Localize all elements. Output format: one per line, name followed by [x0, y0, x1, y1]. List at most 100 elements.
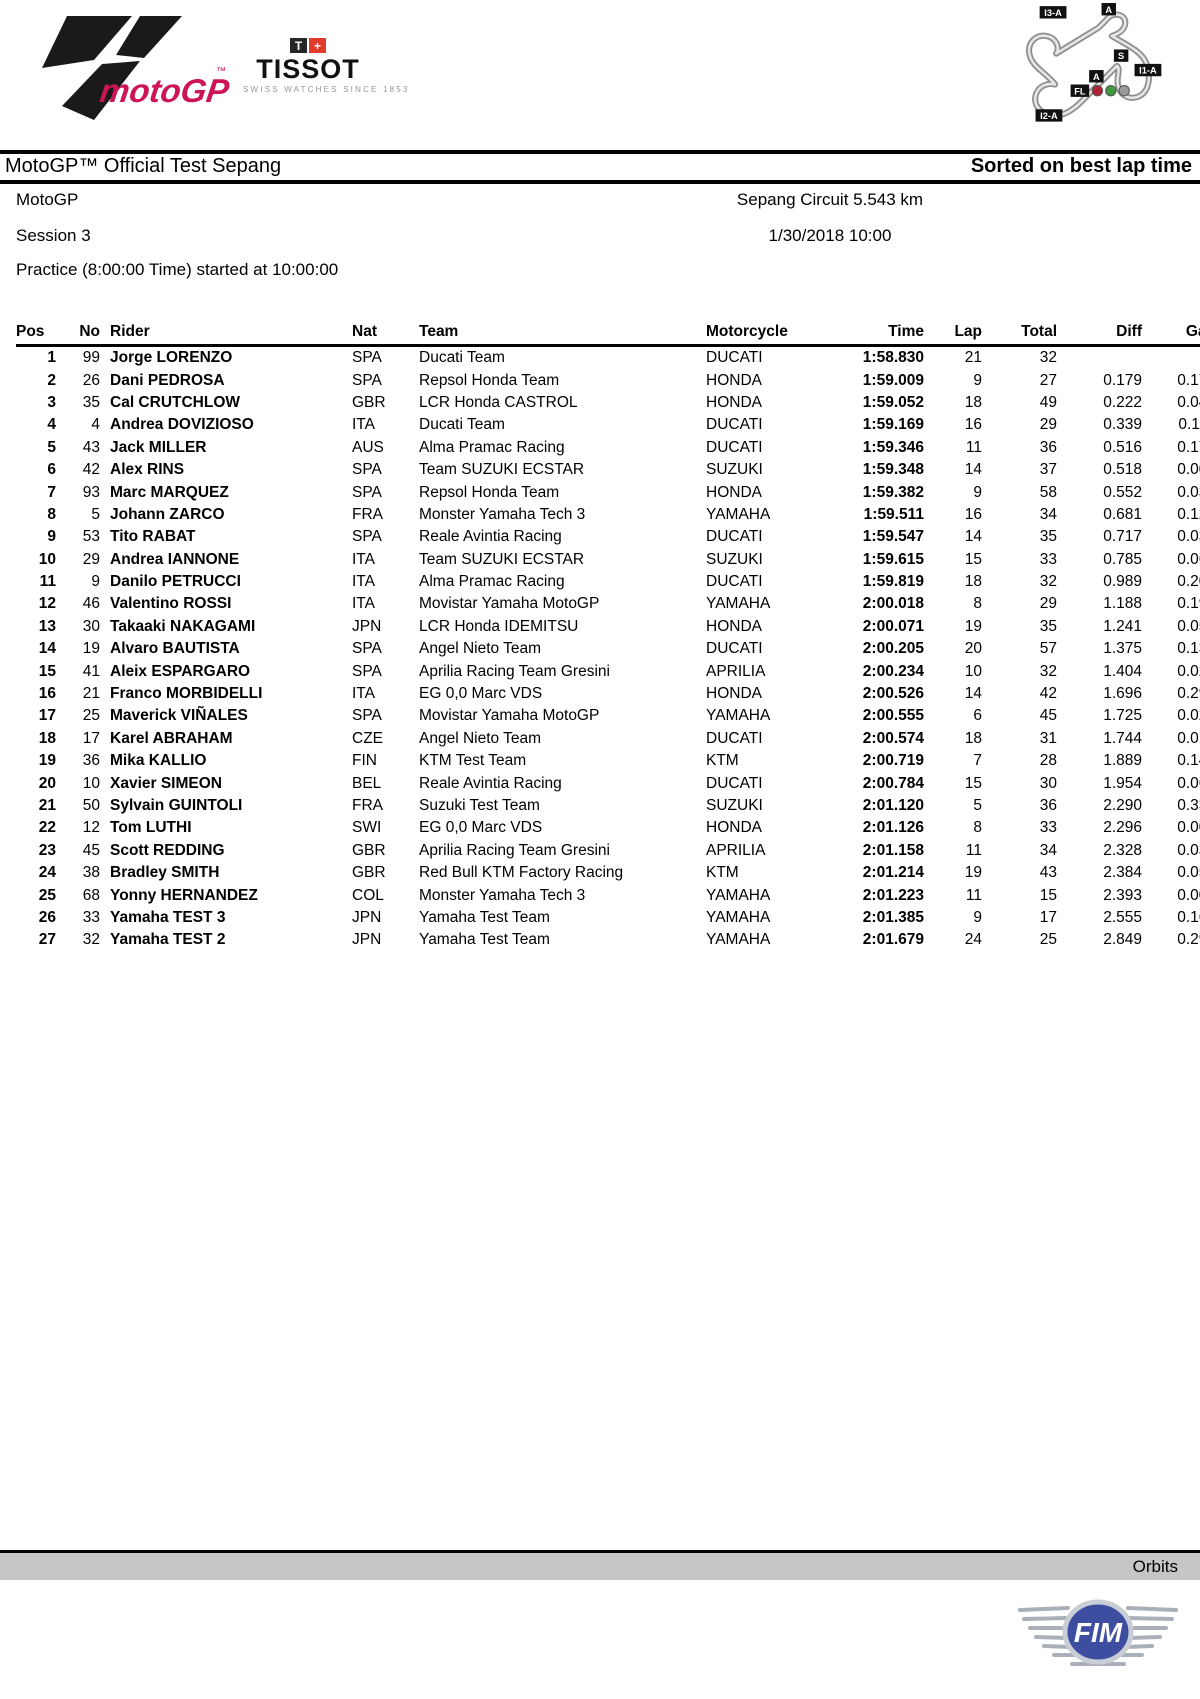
cell-diff: 0.339: [1103, 416, 1142, 434]
cell-time: 2:00.234: [862, 662, 924, 680]
cell-no: 21: [82, 685, 100, 703]
cell-diff: 1.725: [1103, 707, 1142, 725]
track-label-a2: A: [1093, 72, 1100, 82]
cell-nat: SPA: [352, 349, 382, 367]
cell-gap: 0.204: [1177, 573, 1200, 591]
cell-team: Yamaha Test Team: [419, 931, 550, 949]
cell-time: 1:59.615: [862, 550, 924, 568]
cell-rider: Takaaki NAKAGAMI: [110, 617, 256, 635]
cell-team: Team SUZUKI ECSTAR: [419, 461, 585, 479]
cell-pos: 13: [38, 617, 56, 635]
cell-pos: 23: [38, 841, 56, 859]
cell-time: 2:01.158: [862, 841, 924, 859]
track-label-i1a: I1-A: [1139, 66, 1157, 76]
cell-lap: 9: [973, 483, 982, 501]
cell-pos: 17: [38, 707, 56, 725]
cell-time: 2:01.679: [862, 931, 924, 949]
fim-logo-icon: FIM: [1018, 1599, 1178, 1666]
cell-diff: 1.889: [1103, 752, 1142, 770]
cell-time: 1:59.382: [862, 483, 924, 501]
motogp-logo-icon: motoGP ™: [42, 16, 232, 120]
cell-time: 2:01.126: [862, 819, 924, 837]
cell-time: 2:00.018: [862, 595, 924, 613]
track-label-fl: FL: [1074, 86, 1086, 96]
cell-rider: Aleix ESPARGARO: [110, 662, 251, 680]
cell-lap: 16: [964, 505, 982, 523]
col-header-total: Total: [982, 323, 1057, 347]
cell-diff: 2.328: [1103, 841, 1142, 859]
cell-lap: 18: [964, 573, 982, 591]
col-header-gap: Gap: [1142, 323, 1200, 347]
cell-diff: 1.954: [1103, 774, 1142, 792]
cell-rider: Franco MORBIDELLI: [110, 685, 263, 703]
cell-motorcycle: HONDA: [706, 483, 762, 501]
cell-gap: 0.053: [1177, 617, 1200, 635]
cell-time: 1:59.819: [862, 573, 924, 591]
cell-rider: Jorge LORENZO: [110, 349, 233, 367]
cell-time: 1:59.547: [862, 528, 924, 546]
cell-gap: 0.294: [1177, 931, 1200, 949]
cell-team: Suzuki Test Team: [419, 797, 540, 814]
cell-diff: [1057, 346, 1142, 370]
cell-motorcycle: DUCATI: [706, 573, 763, 591]
cell-gap: 0.068: [1177, 550, 1200, 568]
cell-total: 37: [1039, 461, 1057, 479]
cell-nat: SPA: [352, 662, 382, 680]
cell-gap: 0.145: [1177, 752, 1200, 770]
cell-rider: Cal CRUTCHLOW: [110, 393, 241, 411]
cell-rider: Yamaha TEST 3: [110, 908, 226, 926]
results-table-body: 1 99 Jorge LORENZO SPA Ducati Team DUCAT…: [16, 346, 1200, 952]
cell-time: 1:59.346: [862, 438, 924, 456]
cell-total: 42: [1039, 685, 1057, 703]
result-row: 26 33 Yamaha TEST 3 JPN Yamaha Test Team…: [16, 907, 1200, 929]
cell-diff: 0.552: [1103, 483, 1142, 501]
cell-lap: 19: [964, 864, 982, 882]
sort-note: Sorted on best lap time: [970, 155, 1192, 177]
cell-total: 35: [1039, 528, 1057, 546]
cell-gap: 0.006: [1177, 819, 1200, 837]
cell-motorcycle: SUZUKI: [706, 797, 763, 814]
result-row: 5 43 Jack MILLER AUS Alma Pramac Racing …: [16, 437, 1200, 459]
cell-total: 58: [1039, 483, 1057, 501]
result-row: 17 25 Maverick VIÑALES SPA Movistar Yama…: [16, 705, 1200, 727]
cell-rider: Yonny HERNANDEZ: [110, 886, 258, 904]
cell-nat: JPN: [352, 931, 382, 949]
cell-team: Ducati Team: [419, 349, 505, 367]
cell-nat: SPA: [352, 371, 382, 389]
cell-total: 32: [1039, 573, 1057, 591]
fim-text: FIM: [1074, 1617, 1123, 1648]
cell-pos: 14: [38, 640, 56, 658]
cell-lap: 19: [964, 617, 982, 635]
cell-team: Red Bull KTM Factory Racing: [419, 864, 624, 882]
cell-team: KTM Test Team: [419, 752, 527, 770]
cell-time: 2:00.205: [862, 640, 924, 658]
checkered-flag-dot: [1118, 85, 1130, 97]
cell-no: 25: [82, 707, 100, 725]
cell-time: 1:59.009: [862, 371, 924, 389]
cell-motorcycle: KTM: [706, 864, 739, 882]
cell-pos: 15: [38, 662, 56, 680]
cell-time: 1:59.169: [862, 416, 924, 434]
cell-gap: 0.179: [1177, 371, 1200, 389]
practice-label: Practice (8:00:00 Time) started at 10:00…: [16, 260, 339, 279]
result-row: 19 36 Mika KALLIO FIN KTM Test Team KTM …: [16, 750, 1200, 772]
cell-gap: 0.292: [1177, 685, 1200, 703]
tissot-emblem-icon: T +: [243, 38, 373, 53]
cell-no: 9: [91, 573, 100, 591]
result-row: 23 45 Scott REDDING GBR Aprilia Racing T…: [16, 840, 1200, 862]
cell-diff: 2.849: [1103, 931, 1142, 949]
cell-no: 29: [82, 550, 100, 568]
cell-diff: 1.241: [1103, 617, 1142, 635]
cell-team: Angel Nieto Team: [419, 729, 542, 747]
cell-lap: 9: [973, 908, 982, 926]
col-header-lap: Lap: [924, 323, 982, 347]
cell-rider: Tito RABAT: [110, 528, 196, 546]
cell-pos: 24: [38, 864, 56, 882]
cell-team: Yamaha Test Team: [419, 908, 550, 926]
cell-gap: 0.162: [1177, 908, 1200, 926]
cell-nat: FRA: [352, 505, 383, 523]
cell-gap: 0.056: [1177, 864, 1200, 882]
cell-gap: [1142, 346, 1200, 370]
cell-no: 4: [91, 416, 100, 434]
